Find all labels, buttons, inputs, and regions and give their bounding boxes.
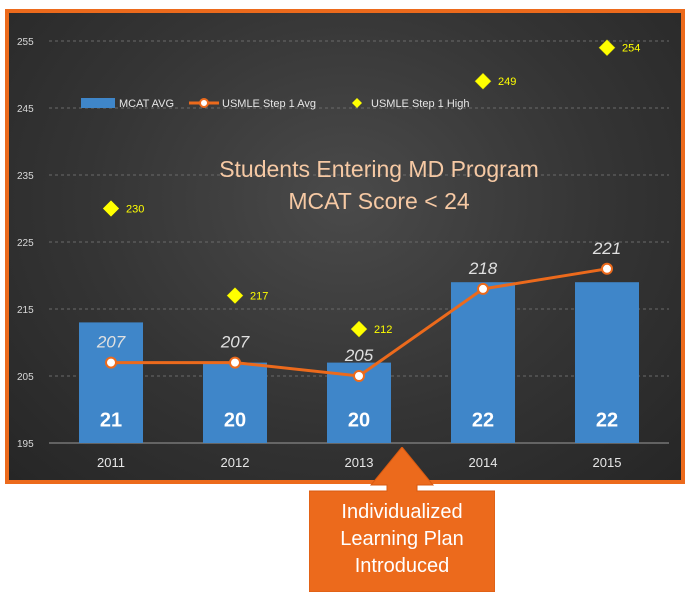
bar-value-label: 20 [348, 409, 370, 431]
x-tick-label: 2012 [221, 455, 250, 470]
y-tick-label: 255 [17, 37, 34, 48]
legend-label: USMLE Step 1 High [371, 98, 469, 110]
usmle-avg-point [353, 370, 365, 382]
usmle-avg-point [601, 262, 613, 275]
bar [451, 282, 515, 443]
usmle-high-point [350, 320, 368, 338]
legend-line-marker [199, 98, 209, 108]
usmle-high-label: 254 [622, 43, 640, 55]
y-tick-label: 235 [17, 171, 34, 182]
y-tick-label: 205 [17, 372, 34, 383]
usmle-high-point [598, 39, 616, 57]
y-tick-label: 245 [17, 104, 34, 115]
legend-label: USMLE Step 1 Avg [222, 98, 316, 110]
legend-label: MCAT AVG [119, 98, 174, 110]
usmle-avg-label: 207 [220, 333, 250, 352]
callout-line: Introduced [354, 555, 450, 577]
usmle-high-point [102, 200, 120, 217]
usmle-high-label: 249 [498, 76, 516, 88]
callout-line: Learning Plan [340, 528, 464, 550]
usmle-avg-point [477, 282, 489, 295]
chart: 195 205 215 225 235 245 255 21 20 20 22 22 2011 2012 2… [17, 37, 669, 470]
x-tick-label: 2013 [345, 455, 374, 470]
x-tick-label: 2011 [97, 455, 125, 470]
y-tick-label: 215 [17, 305, 34, 316]
chart-subtitle: MCAT Score < 24 [288, 188, 470, 214]
usmle-high-label: 230 [126, 204, 144, 216]
usmle-high-point [474, 72, 492, 90]
bar [79, 322, 143, 443]
usmle-avg-label: 205 [344, 346, 374, 365]
usmle-avg-point [105, 356, 117, 369]
y-tick-label: 195 [17, 439, 34, 450]
usmle-avg-label: 218 [468, 259, 498, 278]
chart-frame: 195 205 215 225 235 245 255 21 20 20 22 22 2011 2012 2… [5, 9, 685, 484]
usmle-high-label: 217 [250, 291, 268, 303]
callout-line: Individualized [341, 501, 463, 523]
usmle-avg-label: 207 [96, 333, 126, 352]
legend-diamond-swatch [352, 98, 362, 108]
chart-title: Students Entering MD Program [219, 156, 539, 182]
x-tick-label: 2014 [469, 455, 498, 470]
bar-value-label: 21 [100, 409, 122, 431]
bar [575, 282, 639, 443]
usmle-high-point [226, 287, 244, 304]
legend-bar-swatch [81, 98, 115, 108]
x-tick-label: 2015 [593, 455, 622, 470]
bar-value-label: 20 [224, 409, 246, 431]
bar-value-label: 22 [596, 409, 618, 431]
y-tick-label: 225 [17, 238, 34, 249]
usmle-avg-point [229, 356, 241, 369]
bar [203, 362, 267, 443]
usmle-avg-label: 221 [592, 239, 621, 258]
usmle-high-label: 212 [374, 324, 392, 336]
bar-value-label: 22 [472, 409, 494, 431]
callout-text: Individualized Learning Plan Introduced [309, 499, 495, 580]
callout-arrow: Individualized Learning Plan Introduced [309, 447, 495, 592]
